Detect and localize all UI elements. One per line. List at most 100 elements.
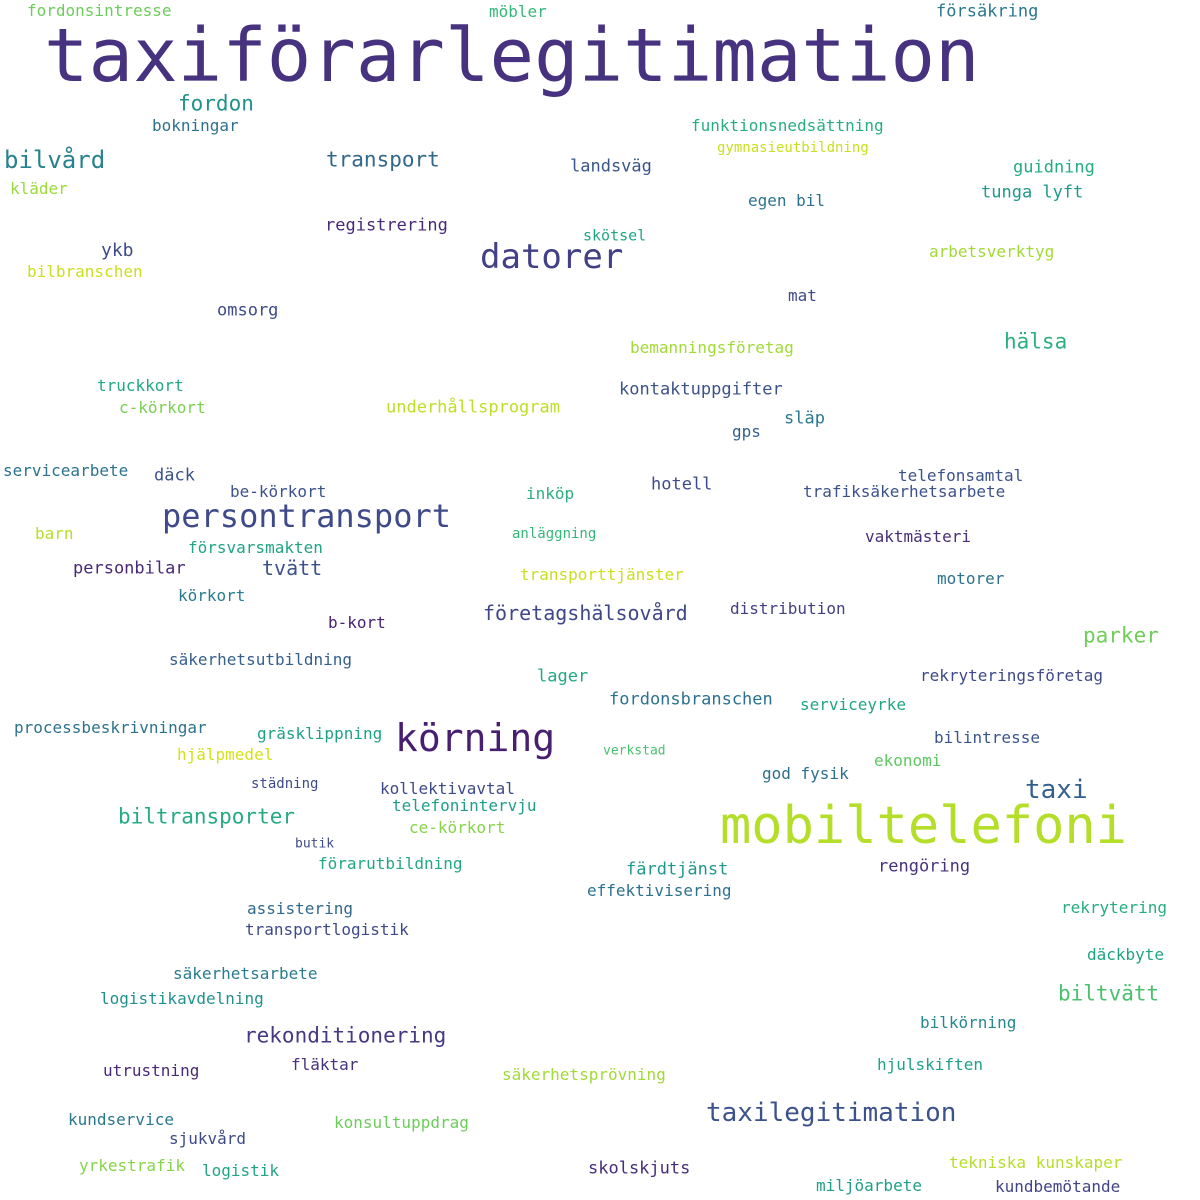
word: taxilegitimation [706,1098,957,1128]
word: hotell [651,474,713,495]
word: egen bil [748,191,826,210]
word: inköp [526,484,575,503]
word: yrkestrafik [79,1156,185,1175]
word: kläder [10,179,68,198]
word: utrustning [103,1061,200,1080]
word: persontransport [162,497,451,535]
word: taxiförarlegitimation [44,13,980,99]
word: bemanningsföretag [630,338,794,357]
word: landsväg [570,156,652,177]
word: omsorg [217,300,279,321]
word: skolskjuts [588,1158,691,1179]
word: företagshälsovård [483,601,688,625]
word: möbler [489,2,547,21]
word: transporttjänster [520,565,684,584]
word: tunga lyft [981,182,1084,203]
word: registrering [325,215,448,236]
word: be-körkort [230,482,327,501]
word: arbetsverktyg [929,242,1055,261]
word: effektivisering [587,881,732,900]
word: säkerhetsutbildning [169,650,353,669]
word: motorer [937,569,1005,588]
word: däck [154,465,195,486]
word: gps [732,422,761,441]
word: transport [326,147,440,172]
word: truckkort [97,376,184,395]
word: rengöring [878,856,971,877]
word: tvätt [262,556,323,580]
word: förarutbildning [318,854,463,873]
word: trafiksäkerhetsarbete [803,482,1006,501]
word: säkerhetsarbete [173,964,318,983]
word: släp [784,408,825,429]
word: städning [251,776,319,792]
word: däckbyte [1087,945,1165,964]
word: rekonditionering [244,1023,447,1048]
word: guidning [1013,157,1095,178]
word: fordonsbranschen [609,689,773,710]
word: logistikavdelning [100,989,264,1008]
word: mobiltelefoni [720,796,1127,856]
word: gymnasieutbildning [717,140,869,156]
word: serviceyrke [800,695,906,714]
word: försäkring [936,1,1039,22]
word: b-kort [328,613,386,632]
word: personbilar [73,558,186,579]
word: c-körkort [119,398,206,417]
word: mat [788,286,817,305]
word: rekryteringsföretag [920,666,1104,685]
word: kundservice [68,1110,174,1129]
word: hjälpmedel [177,745,274,764]
word: konsultuppdrag [334,1113,469,1132]
word: bokningar [152,116,239,135]
word: fordon [178,91,254,116]
word: försvarsmakten [188,538,323,557]
word: sjukvård [169,1129,247,1148]
word: distribution [730,599,846,618]
word: datorer [480,237,624,277]
word: god fysik [762,764,849,783]
word: hälsa [1004,329,1068,354]
word: transportlogistik [245,920,409,939]
word: körning [395,716,556,760]
word: taxi [1025,775,1088,805]
word: lager [537,666,589,687]
word: färdtjänst [626,859,729,880]
word: assistering [247,899,353,918]
word: kollektivavtal [380,779,515,798]
word: bilvård [4,146,106,174]
word: bilintresse [934,728,1040,747]
word: telefonintervju [392,796,537,815]
word: ce-körkort [409,818,506,837]
word: funktionsnedsättning [691,116,884,135]
word: körkort [178,586,246,605]
word: vaktmästeri [865,527,971,546]
word: biltransporter [118,804,296,829]
word: kontaktuppgifter [619,379,783,400]
word: kundbemötande [995,1177,1121,1196]
word: ekonomi [874,751,942,770]
word: skötsel [583,226,647,245]
word: underhållsprogram [386,397,560,418]
word: butik [295,836,335,852]
word: barn [35,524,74,543]
word: hjulskiften [877,1055,983,1074]
word: säkerhetsprövning [502,1065,666,1084]
word: processbeskrivningar [14,718,207,737]
word: anläggning [512,526,597,542]
word: parker [1083,623,1159,648]
word: biltvätt [1058,981,1160,1006]
word: servicearbete [3,461,129,480]
word: bilkörning [920,1013,1017,1032]
word: fläktar [291,1055,359,1074]
word: fordonsintresse [27,1,172,20]
word: verkstad [603,743,666,759]
word: bilbranschen [27,262,143,281]
word: rekrytering [1061,898,1167,917]
word: telefonsamtal [898,466,1024,485]
word: ykb [101,240,134,261]
word: tekniska kunskaper [949,1153,1123,1172]
word: logistik [202,1161,280,1180]
word: miljöarbete [816,1176,922,1195]
